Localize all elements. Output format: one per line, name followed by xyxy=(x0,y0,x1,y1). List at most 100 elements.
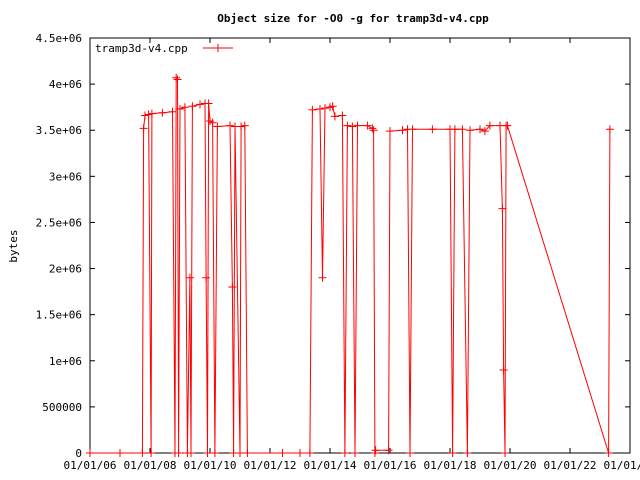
y-tick-label: 4.5e+06 xyxy=(36,32,82,45)
data-point xyxy=(240,121,249,130)
x-tick-label: 01/01/20 xyxy=(484,459,537,472)
data-point xyxy=(147,449,156,457)
data-point xyxy=(316,105,324,113)
legend-marker xyxy=(214,44,222,52)
data-point xyxy=(501,449,509,457)
data-point xyxy=(188,102,197,111)
data-point xyxy=(363,121,372,130)
data-point xyxy=(168,107,177,116)
data-point xyxy=(116,449,124,457)
data-point xyxy=(485,121,494,130)
x-tick-label: 01/01/08 xyxy=(124,459,177,472)
data-point xyxy=(139,124,148,133)
data-point xyxy=(351,449,359,457)
data-point xyxy=(348,122,357,131)
x-tick-label: 01/01/06 xyxy=(64,459,117,472)
data-point xyxy=(368,124,377,133)
data-point xyxy=(604,449,613,457)
x-tick-label: 01/01/24 xyxy=(604,459,640,472)
data-point xyxy=(174,449,183,457)
data-point xyxy=(228,283,237,291)
data-point xyxy=(406,449,414,457)
y-tick-label: 1.5e+06 xyxy=(36,309,82,322)
series-layer xyxy=(86,73,614,457)
data-point xyxy=(187,449,195,457)
data-point xyxy=(386,127,394,136)
y-tick-label: 2.5e+06 xyxy=(36,216,82,229)
data-point xyxy=(343,121,352,130)
y-axis-ticks: 0 500000 1e+06 1.5e+06 2e+06 2.5e+06 3e+06 3.5e… xyxy=(36,32,630,460)
data-point xyxy=(203,449,212,457)
data-point xyxy=(503,121,512,130)
data-point xyxy=(499,366,508,374)
data-point xyxy=(384,446,393,455)
data-point xyxy=(208,118,217,127)
data-point xyxy=(338,111,347,120)
data-point xyxy=(476,125,484,134)
data-point xyxy=(204,99,213,108)
data-point xyxy=(237,122,246,131)
data-point xyxy=(428,125,437,134)
data-point xyxy=(498,204,507,213)
data-point xyxy=(173,75,182,84)
data-point xyxy=(328,102,337,111)
data-point xyxy=(236,449,244,457)
x-axis-ticks: 01/01/06 01/01/08 01/01/10 01/01/12 01/01/14… xyxy=(64,38,640,472)
data-point xyxy=(463,449,472,457)
data-point xyxy=(210,449,219,457)
data-point xyxy=(398,126,407,135)
data-point xyxy=(141,111,149,120)
data-point xyxy=(353,121,362,130)
data-point xyxy=(144,110,153,119)
data-point xyxy=(305,449,314,457)
y-tick-label: 2e+06 xyxy=(49,263,82,276)
data-point xyxy=(450,125,459,134)
y-axis-label: bytes xyxy=(7,229,20,262)
chart-title: Object size for -O0 -g for tramp3d-v4.cp… xyxy=(217,12,489,25)
data-point xyxy=(605,125,614,134)
data-point xyxy=(458,125,467,134)
data-point xyxy=(202,273,211,282)
data-point xyxy=(176,105,184,113)
data-point xyxy=(296,449,304,457)
data-point xyxy=(147,109,156,118)
legend-label: tramp3d-v4.cpp xyxy=(95,42,188,55)
y-tick-label: 3.5e+06 xyxy=(36,124,82,137)
data-point xyxy=(185,273,194,282)
data-point xyxy=(340,449,349,457)
data-point xyxy=(408,125,417,134)
data-point xyxy=(138,449,147,457)
data-point xyxy=(278,449,287,457)
data-point xyxy=(180,103,189,112)
x-tick-label: 01/01/16 xyxy=(364,459,417,472)
data-point xyxy=(158,108,167,117)
data-point xyxy=(196,100,204,109)
y-tick-label: 500000 xyxy=(42,401,82,414)
x-tick-label: 01/01/14 xyxy=(304,459,357,472)
x-tick-label: 01/01/22 xyxy=(544,459,597,472)
x-tick-label: 01/01/10 xyxy=(184,459,237,472)
plot-frame xyxy=(89,37,631,454)
data-point xyxy=(226,121,234,130)
data-point xyxy=(480,127,489,136)
data-point xyxy=(213,122,222,131)
data-point xyxy=(86,449,94,457)
data-point xyxy=(466,126,474,135)
data-point xyxy=(318,273,327,282)
data-point xyxy=(448,449,457,457)
y-tick-label: 4e+06 xyxy=(49,78,82,91)
data-point xyxy=(330,112,339,121)
data-point xyxy=(369,126,378,135)
data-point xyxy=(371,446,380,455)
data-point xyxy=(172,73,181,82)
y-tick-label: 1e+06 xyxy=(49,355,82,368)
legend: tramp3d-v4.cpp xyxy=(95,42,233,55)
series-line xyxy=(90,76,611,454)
y-tick-label: 0 xyxy=(75,447,82,460)
y-tick-label: 3e+06 xyxy=(49,170,82,183)
data-point xyxy=(308,105,317,114)
x-tick-label: 01/01/18 xyxy=(424,459,477,472)
data-point xyxy=(243,449,252,457)
data-point xyxy=(321,104,329,113)
